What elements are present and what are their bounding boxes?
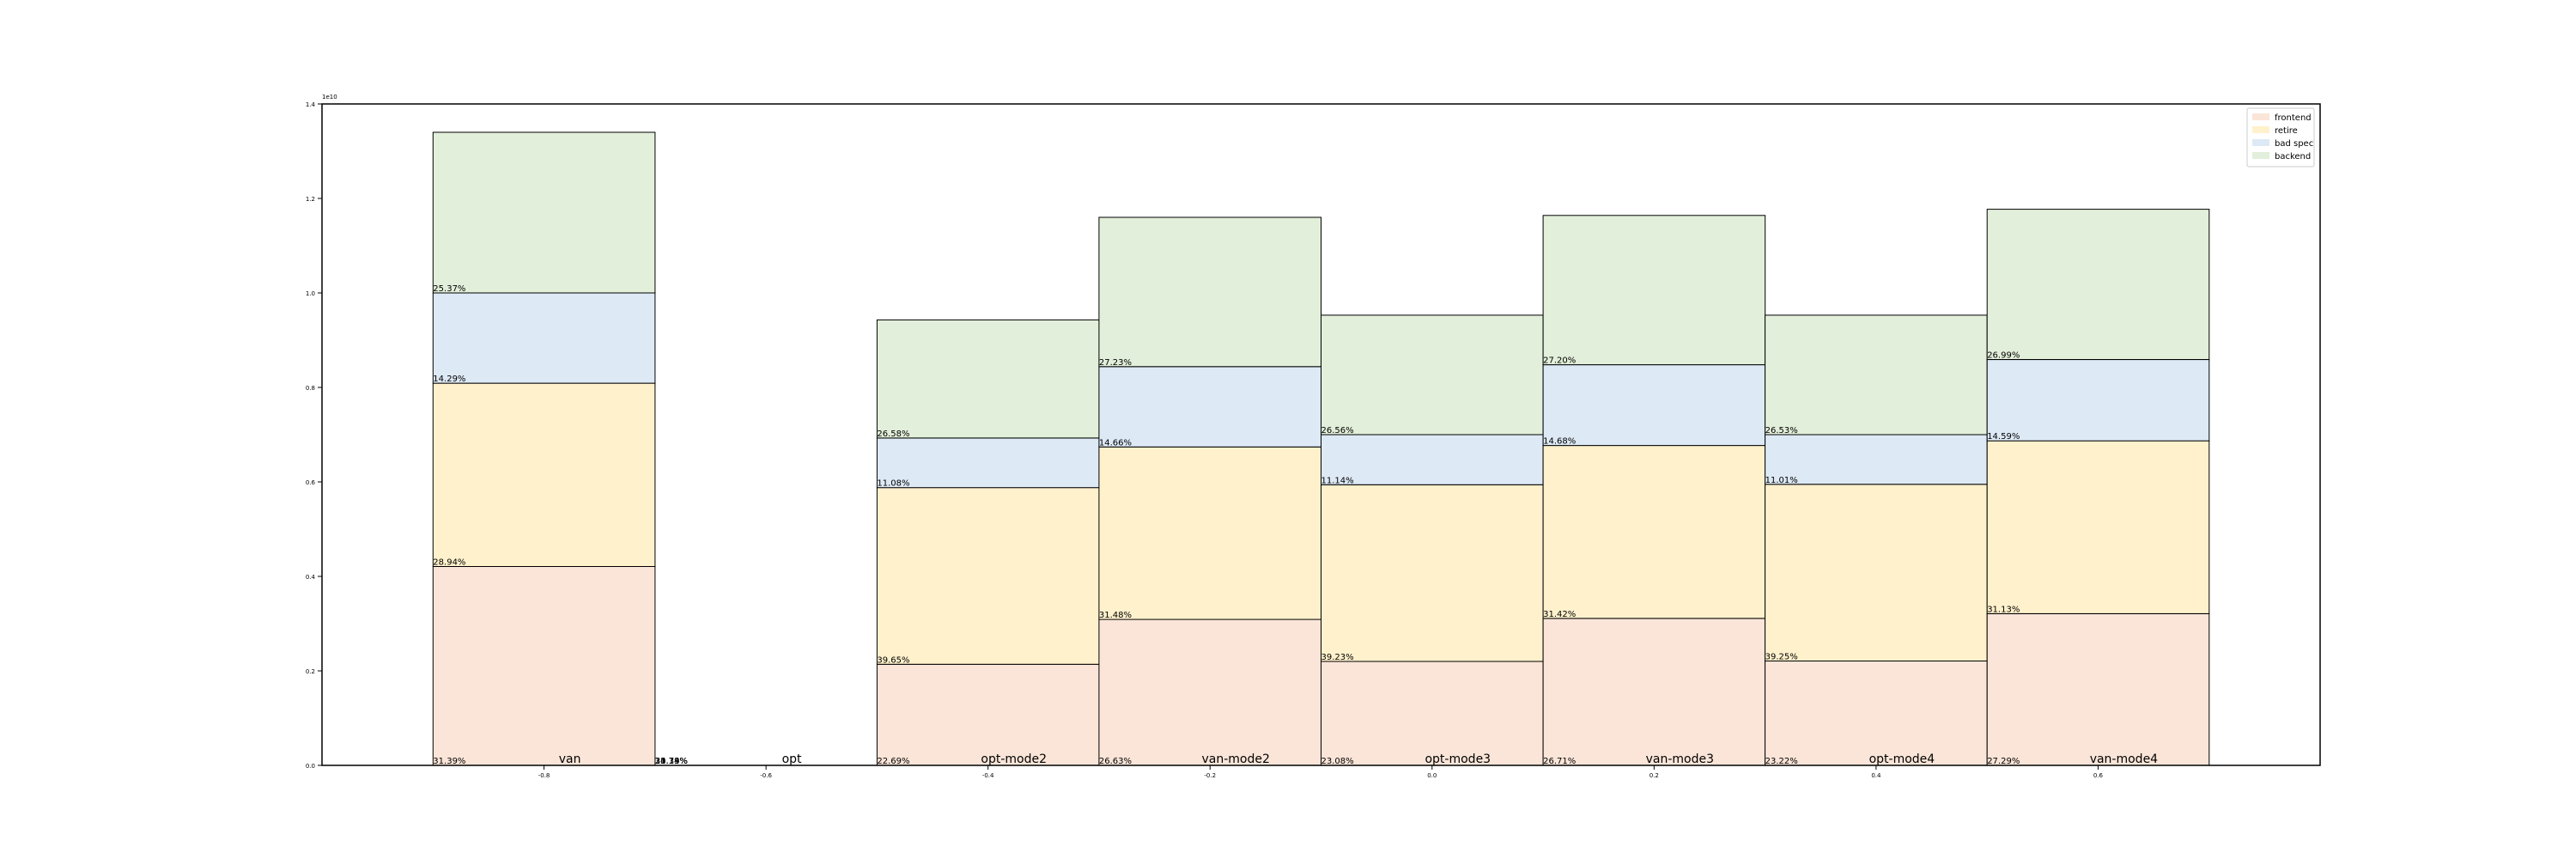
bar-segment-backend [876, 319, 1100, 439]
category-label: van [559, 752, 581, 766]
category-label: van-mode4 [2090, 752, 2158, 766]
legend-swatch [2252, 113, 2269, 120]
legend-label: retire [2275, 126, 2298, 136]
y-tick-label: 0.2 [306, 668, 315, 675]
percent-label: 27.20% [1543, 356, 1576, 366]
bar-segment-backend [1765, 314, 1988, 436]
x-tick-label: 0.6 [2093, 772, 2104, 779]
percent-label: 26.53% [1765, 426, 1798, 436]
x-tick-label: -0.4 [982, 772, 994, 779]
y-tick-label: 0.4 [306, 574, 316, 581]
legend-label: bad spec [2275, 139, 2313, 149]
percent-label: 25.37% [433, 284, 465, 294]
bar-segment-retire [432, 382, 656, 567]
x-tick-label: 0.4 [1871, 772, 1881, 779]
percent-label: 23.22% [1765, 757, 1798, 766]
bar-segment-bad-spec [1098, 366, 1322, 448]
percent-label: 22.69% [877, 757, 909, 766]
percent-label: 23.34% [655, 757, 688, 766]
legend-label: backend [2275, 152, 2311, 161]
legend: frontend retire bad spec backend [2246, 107, 2315, 168]
bar-segment-bad-spec [432, 292, 656, 384]
legend-swatch [2252, 126, 2269, 133]
y-tick-label: 0.0 [306, 763, 315, 770]
percent-label: 30.13% [655, 757, 688, 766]
category-label: opt-mode4 [1869, 752, 1935, 766]
bar-segment-backend [1986, 209, 2210, 360]
percent-label: 31.42% [1543, 610, 1576, 619]
percent-label: 11.01% [1765, 476, 1798, 485]
percent-label: 26.63% [1099, 757, 1132, 766]
x-tick-label: 0.2 [1649, 772, 1659, 779]
percent-label: 26.58% [877, 430, 909, 439]
category-label: van-mode3 [1646, 752, 1714, 766]
percent-label: 31.48% [1099, 611, 1132, 620]
plot-frame [321, 103, 2321, 766]
percent-label: 11.14% [1321, 476, 1354, 485]
x-tick-label: -0.2 [1204, 772, 1216, 779]
y-axis-multiplier: 1e10 [322, 94, 337, 101]
bar-segment-retire [1986, 440, 2210, 614]
y-tick-label: 1.4 [306, 101, 316, 108]
percent-label: 14.59% [1987, 432, 2020, 442]
legend-swatch [2252, 139, 2269, 146]
axes-layer: 0.0 0.2 0.4 0.6 0.8 1.0 1.2 1.4 1e10 -0.8 -0.6 -0.4… [306, 94, 2321, 779]
bar-segment-retire [876, 487, 1100, 665]
bar-segment-frontend [1986, 613, 2210, 766]
percent-label: 31.74% [655, 757, 688, 766]
y-tick-label: 1.0 [306, 290, 315, 297]
percent-label: 11.08% [877, 479, 909, 489]
bar-segment-backend [1321, 314, 1544, 436]
bar-segment-backend [432, 131, 656, 294]
x-tick-label: -0.6 [760, 772, 772, 779]
bars-layer [432, 131, 2210, 766]
bar-segment-frontend [1542, 618, 1766, 766]
bar-segment-bad-spec [1542, 364, 1766, 447]
category-label: opt-mode2 [981, 752, 1047, 766]
percent-label: 26.99% [1987, 351, 2020, 361]
y-tick-label: 1.2 [306, 196, 315, 203]
percent-label: 23.08% [1321, 757, 1354, 766]
bar-segment-frontend [1098, 618, 1322, 766]
bar-segment-bad-spec [1986, 359, 2210, 442]
percent-label: 39.25% [1765, 653, 1798, 662]
percent-label: 39.65% [877, 655, 909, 665]
bar-segment-retire [1321, 484, 1544, 662]
percent-label: 14.68% [1543, 437, 1576, 447]
bar-segment-frontend [1765, 661, 1988, 766]
percent-label: 14.79% [655, 757, 688, 766]
x-tick-label: -0.8 [538, 772, 550, 779]
bar-segment-frontend [1321, 661, 1544, 766]
bar-segment-bad-spec [1765, 434, 1988, 485]
percent-label: 31.39% [433, 757, 465, 766]
bar-segment-frontend [432, 566, 656, 766]
percent-label: 27.23% [1099, 358, 1132, 368]
bar-segment-backend [1542, 215, 1766, 366]
labels-layer: 31.39%28.94%14.29%25.37%van 23.34%30.13%1… [433, 284, 2158, 766]
category-label: van-mode2 [1201, 752, 1269, 766]
percent-label: 31.13% [1987, 606, 2020, 615]
bar-segment-retire [1765, 484, 1988, 661]
legend-label: frontend [2275, 113, 2312, 123]
percent-label: 27.29% [1987, 757, 2020, 766]
category-label: opt [782, 752, 802, 766]
percent-label: 26.71% [1543, 757, 1576, 766]
bar-segment-backend [1098, 216, 1322, 368]
percent-label: 26.56% [1321, 426, 1354, 436]
bar-segment-retire [1098, 446, 1322, 620]
bar-segment-retire [1542, 445, 1766, 619]
x-tick-label: 0.0 [1427, 772, 1437, 779]
y-tick-label: 0.8 [306, 385, 315, 392]
bar-segment-frontend [876, 663, 1100, 766]
percent-label: 39.23% [1321, 653, 1354, 662]
percent-label: 14.66% [1099, 438, 1132, 448]
legend-swatch [2252, 152, 2269, 159]
y-tick-label: 0.6 [306, 479, 316, 486]
percent-label: 28.94% [433, 558, 465, 568]
bar-segment-bad-spec [1321, 434, 1544, 485]
bar-segment-bad-spec [876, 437, 1100, 489]
percent-label: 14.29% [433, 375, 465, 384]
category-label: opt-mode3 [1425, 752, 1491, 766]
